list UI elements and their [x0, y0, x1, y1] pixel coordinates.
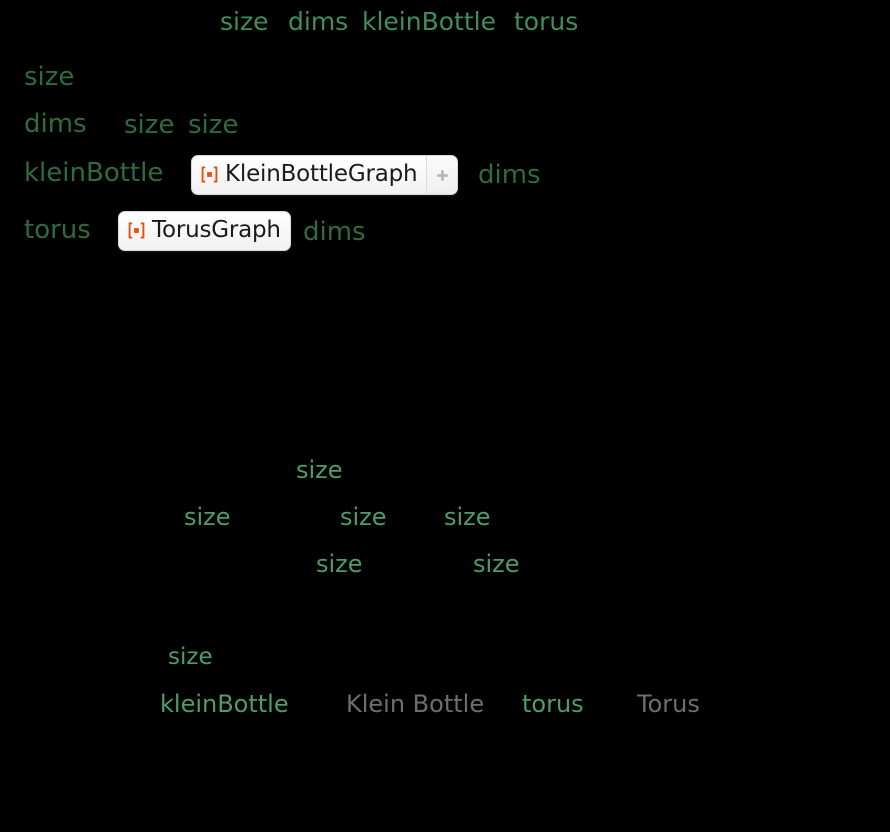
assignment-dims-arg-size-2[interactable]: size — [188, 110, 239, 140]
middle-row3-size-1[interactable]: size — [316, 550, 363, 578]
bottom-symbol-kleinbottle[interactable]: kleinBottle — [160, 690, 289, 718]
plus-icon — [435, 168, 450, 183]
header-token-kleinbottle[interactable]: kleinBottle — [362, 7, 496, 36]
assignment-dims-arg-size-1[interactable]: size — [124, 110, 175, 140]
middle-row2-size-1[interactable]: size — [184, 503, 231, 531]
resource-function-icon — [128, 222, 145, 239]
kleinbottlegraph-chip-body[interactable]: KleinBottleGraph — [192, 156, 426, 194]
assignment-size-symbol[interactable]: size — [24, 62, 75, 92]
bottom-size-token[interactable]: size — [168, 644, 213, 670]
bottom-symbol-torus[interactable]: torus — [522, 690, 584, 718]
resource-function-icon — [201, 166, 218, 183]
middle-row2-size-2[interactable]: size — [340, 503, 387, 531]
assignment-kleinbottle-arg-dims[interactable]: dims — [478, 160, 541, 190]
middle-row1-size-1[interactable]: size — [296, 456, 343, 484]
torusgraph-chip-label: TorusGraph — [152, 217, 281, 243]
assignment-torus-arg-dims[interactable]: dims — [303, 217, 366, 247]
torusgraph-chip-body[interactable]: TorusGraph — [119, 212, 290, 250]
header-token-torus[interactable]: torus — [514, 7, 579, 36]
torusgraph-chip[interactable]: TorusGraph — [118, 211, 291, 251]
kleinbottlegraph-chip-label: KleinBottleGraph — [225, 161, 418, 187]
bottom-string-klein-bottle[interactable]: Klein Bottle — [346, 690, 485, 718]
middle-row3-size-2[interactable]: size — [473, 550, 520, 578]
kleinbottlegraph-chip-plus-button[interactable] — [426, 156, 458, 194]
bottom-string-torus[interactable]: Torus — [637, 690, 700, 718]
header-token-dims[interactable]: dims — [288, 7, 349, 36]
assignment-torus-symbol[interactable]: torus — [24, 215, 91, 245]
kleinbottlegraph-chip[interactable]: KleinBottleGraph — [191, 155, 459, 195]
assignment-kleinbottle-symbol[interactable]: kleinBottle — [24, 158, 164, 188]
assignment-dims-symbol[interactable]: dims — [24, 109, 87, 139]
header-token-size[interactable]: size — [220, 7, 269, 36]
middle-row2-size-3[interactable]: size — [444, 503, 491, 531]
